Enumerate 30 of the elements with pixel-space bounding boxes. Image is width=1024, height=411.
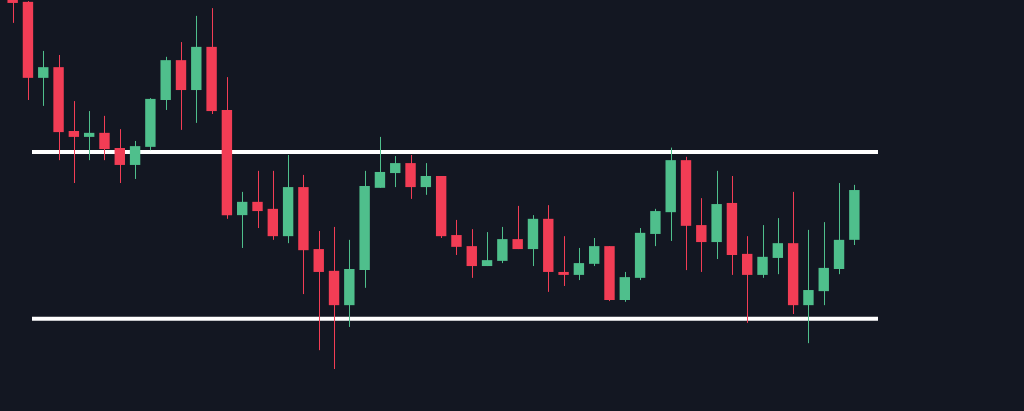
candlestick [650,208,661,247]
candlestick [374,136,386,189]
candlestick [451,219,462,256]
candlestick [742,235,753,324]
candlestick [466,228,477,279]
candlestick [512,205,523,250]
candlestick [99,115,110,161]
candlestick [129,140,141,180]
candlestick [38,50,49,107]
candlestick [588,237,600,267]
candlestick [772,217,784,275]
candlestick [405,154,416,200]
candlestick [481,231,493,267]
candlestick [68,100,80,184]
candlestick [237,191,248,249]
candlestick [420,162,432,196]
candlestick [619,271,630,303]
candlestick [757,224,768,279]
candlestick [497,226,508,264]
candlestick [803,229,814,344]
candlestick [573,247,585,281]
candlestick [7,0,18,24]
candlestick [558,235,569,287]
candlestick [252,170,263,229]
candlestick [818,221,829,306]
candlestick [390,155,401,188]
candlestick [313,230,324,351]
candlestick [114,128,125,184]
candlestick [696,197,707,273]
candlestick [83,110,95,161]
